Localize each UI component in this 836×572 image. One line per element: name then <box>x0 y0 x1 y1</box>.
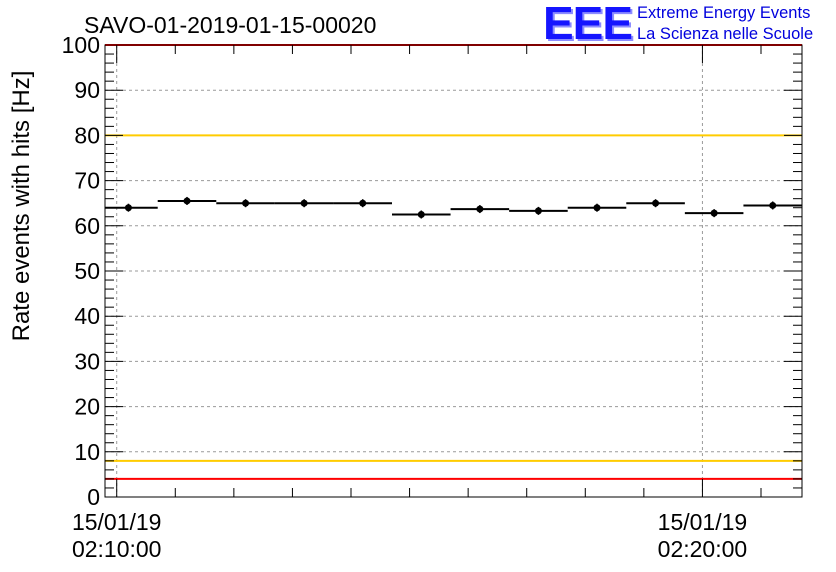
data-point-3 <box>274 199 334 208</box>
data-point-marker-8 <box>593 204 601 212</box>
y-tick-label-100: 100 <box>62 32 100 58</box>
data-point-marker-10 <box>710 209 718 217</box>
data-points <box>105 196 802 219</box>
y-tick-label-30: 30 <box>74 348 100 374</box>
data-point-marker-3 <box>300 199 308 207</box>
x-tick-label-time-0: 02:10:00 <box>72 536 162 562</box>
x-tick-label-date-0: 15/01/19 <box>72 509 162 535</box>
y-tick-label-60: 60 <box>74 213 100 239</box>
y-tick-label-80: 80 <box>74 122 100 148</box>
data-point-10 <box>684 209 744 218</box>
y-tick-label-70: 70 <box>74 168 100 194</box>
eee-logo-mark: EEE <box>543 0 633 49</box>
y-tick-label-20: 20 <box>74 394 100 420</box>
data-point-marker-0 <box>124 204 132 212</box>
axis-ticks <box>105 44 802 498</box>
eee-logo-line2: La Scienza nelle Scuole <box>637 25 814 43</box>
data-point-marker-2 <box>242 199 250 207</box>
data-point-marker-9 <box>652 199 660 207</box>
data-point-marker-7 <box>534 207 542 215</box>
data-point-marker-1 <box>183 197 191 205</box>
data-point-marker-6 <box>476 205 484 213</box>
grid-layer <box>105 45 802 497</box>
data-point-marker-5 <box>417 211 425 218</box>
y-tick-label-10: 10 <box>74 439 100 465</box>
y-tick-label-90: 90 <box>74 77 100 103</box>
tick-labels: 010203040506070809010015/01/1902:10:0015… <box>62 32 748 562</box>
data-point-marker-4 <box>359 199 367 207</box>
data-point-2 <box>216 199 275 208</box>
x-tick-label-date-10: 15/01/19 <box>658 509 748 535</box>
chart-title: SAVO-01-2019-01-15-00020 <box>84 12 376 38</box>
y-tick-label-50: 50 <box>74 258 100 284</box>
eee-logo-line1: Extreme Energy Events <box>637 4 811 22</box>
data-point-9 <box>626 199 685 208</box>
y-tick-label-0: 0 <box>87 484 100 510</box>
data-point-5 <box>392 210 451 219</box>
data-point-4 <box>333 199 392 208</box>
data-point-marker-11 <box>769 201 777 209</box>
eee-logo: EEE Extreme Energy Events La Scienza nel… <box>543 0 833 49</box>
data-point-1 <box>157 196 217 205</box>
data-point-6 <box>450 205 510 214</box>
data-point-8 <box>567 203 627 212</box>
data-point-7 <box>509 206 568 215</box>
reference-lines <box>105 44 802 480</box>
x-tick-label-time-10: 02:20:00 <box>658 536 748 562</box>
data-point-11 <box>743 201 802 210</box>
y-tick-label-40: 40 <box>74 303 100 329</box>
data-point-0 <box>105 203 158 212</box>
y-axis-label: Rate events with hits [Hz] <box>8 71 35 342</box>
